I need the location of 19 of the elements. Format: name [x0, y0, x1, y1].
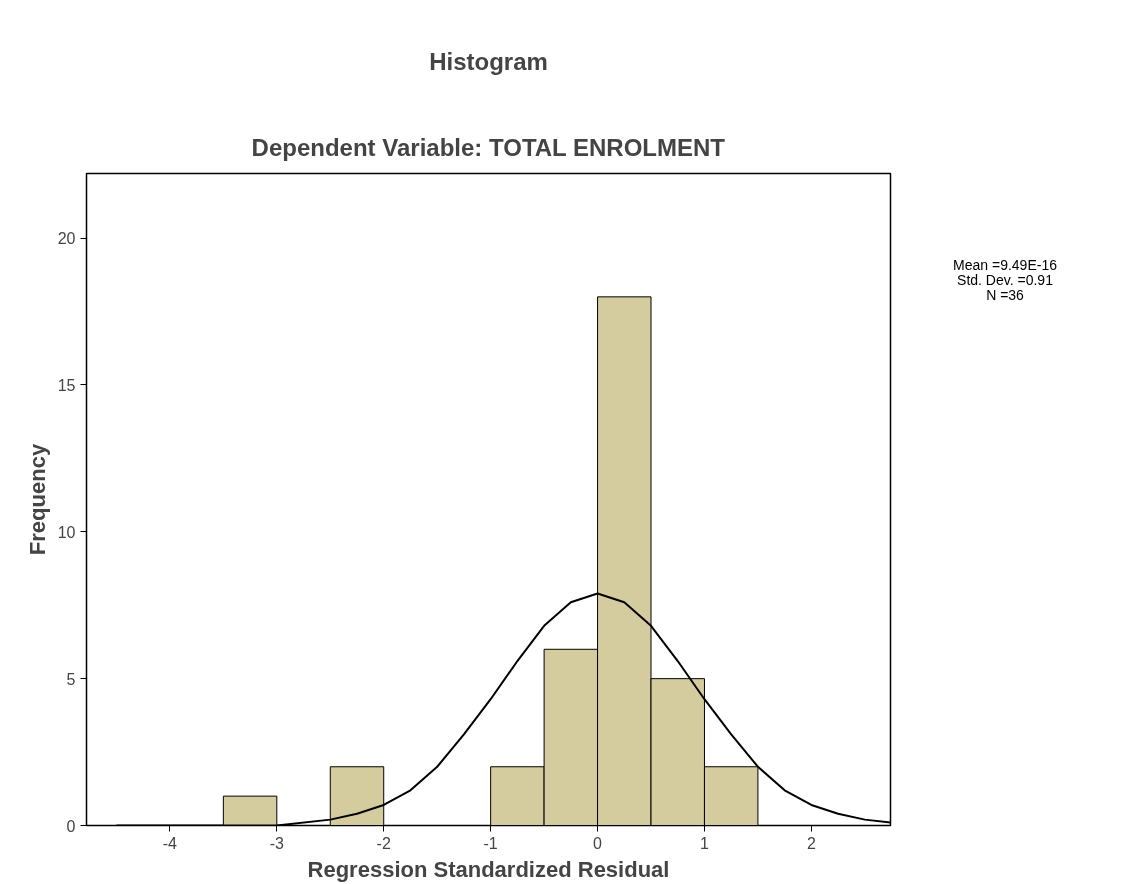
- y-tick-label: 15: [57, 376, 76, 394]
- x-tick-label: 0: [593, 834, 603, 852]
- chart-subtitle: Dependent Variable: TOTAL ENROLMENT: [251, 134, 726, 161]
- text: Mean =9.49E-16: [953, 257, 1057, 273]
- text: Std. Dev. =0.91: [957, 272, 1053, 288]
- chart-title: Histogram: [429, 47, 548, 75]
- y-tick-label: 20: [57, 230, 76, 248]
- x-tick-label: -3: [269, 834, 285, 852]
- x-axis-title: Regression Standardized Residual: [307, 856, 670, 882]
- x-tick-label: 2: [806, 834, 816, 852]
- y-axis-title: Frequency: [24, 443, 50, 556]
- y-tick-label: 5: [66, 670, 76, 688]
- text: N =36: [986, 287, 1024, 303]
- x-tick-label: -1: [483, 834, 498, 852]
- x-tick-label: -2: [376, 834, 391, 852]
- x-tick-label: -4: [162, 834, 178, 852]
- y-tick-label: 0: [66, 817, 76, 835]
- y-tick-label: 10: [57, 523, 76, 541]
- x-tick-label: 1: [700, 834, 710, 852]
